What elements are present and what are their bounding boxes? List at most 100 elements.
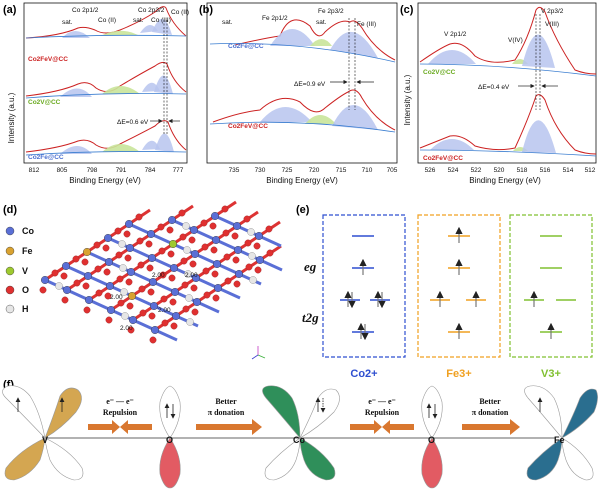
hydrogen-atom bbox=[186, 318, 194, 326]
metal-atom bbox=[213, 284, 222, 293]
oxygen-atom bbox=[105, 316, 113, 324]
metal-atom bbox=[148, 278, 157, 287]
oxygen-atom bbox=[93, 241, 101, 249]
lattice-bond bbox=[259, 258, 283, 272]
panel-label-d: (d) bbox=[3, 204, 17, 216]
legend-label-o: O bbox=[22, 285, 29, 295]
tick-b-3: 720 bbox=[309, 167, 320, 174]
crystal-structure bbox=[39, 200, 283, 344]
better-label-2: Better bbox=[479, 397, 501, 406]
metal-atom bbox=[41, 276, 50, 285]
oxygen-atom bbox=[103, 268, 111, 276]
oxygen-atom bbox=[224, 277, 232, 285]
spectrum-c-co2fev bbox=[419, 94, 597, 157]
metal-atom bbox=[170, 288, 179, 297]
legend-label-h: H bbox=[22, 304, 29, 314]
x-ticks-b: 735 730 725 720 715 710 705 bbox=[229, 167, 398, 174]
lattice-bond bbox=[196, 300, 220, 314]
donation-arrow-2 bbox=[462, 419, 520, 435]
lattice-bond bbox=[195, 276, 219, 290]
metal-atom bbox=[233, 245, 242, 254]
lattice-bond bbox=[151, 256, 175, 270]
metal-atom bbox=[169, 264, 178, 273]
oxygen-atom bbox=[166, 226, 174, 234]
peak-a-4: Co 2p3/2 bbox=[138, 7, 165, 14]
oxygen-atom bbox=[169, 298, 177, 306]
oxygen-atom bbox=[232, 256, 240, 264]
oxygen-atom bbox=[124, 254, 132, 262]
x-axis-label-a: Binding Energy (eV) bbox=[69, 176, 141, 185]
metal-atom bbox=[189, 225, 198, 234]
peak-b-0: sat. bbox=[222, 19, 233, 26]
metal-atom bbox=[127, 292, 136, 301]
panel-label-f: (f) bbox=[3, 379, 14, 391]
spectrum-c-co2v bbox=[419, 6, 597, 77]
node-o-1: O bbox=[166, 435, 173, 445]
peak-b-1: Fe 2p1/2 bbox=[262, 15, 288, 22]
lattice-bond bbox=[129, 246, 153, 260]
oxygen-atom bbox=[223, 253, 231, 261]
hydrogen-atom bbox=[249, 276, 257, 284]
oxygen-atom bbox=[138, 285, 146, 293]
oxygen-atom bbox=[114, 227, 122, 235]
oxygen-atom bbox=[146, 264, 154, 272]
hydrogen-atom bbox=[182, 222, 190, 230]
tick-b-2: 725 bbox=[282, 167, 293, 174]
oxygen-atom bbox=[148, 312, 156, 320]
peak-c-0: V 2p1/2 bbox=[444, 31, 467, 38]
peak-b-3: sat. bbox=[316, 19, 327, 26]
co-box bbox=[322, 214, 406, 358]
hydrogen-atom bbox=[120, 288, 128, 296]
peak-c-3: V(III) bbox=[545, 21, 559, 28]
legend-label-fe: Fe bbox=[22, 246, 33, 256]
donation-label-1: π donation bbox=[208, 408, 245, 417]
tick-a-3: 791 bbox=[116, 167, 127, 174]
sample-b-0: Co2Fe@CC bbox=[228, 43, 264, 50]
sample-a-1: Co2V@CC bbox=[28, 99, 61, 106]
oxygen-atom bbox=[136, 237, 144, 245]
hydrogen-atom bbox=[183, 246, 191, 254]
oxygen-atom bbox=[167, 250, 175, 258]
oxygen-atom bbox=[127, 326, 135, 334]
spectrum-b-co2fe bbox=[209, 19, 396, 63]
oxygen-atom bbox=[203, 291, 211, 299]
legend-dot-v bbox=[5, 266, 15, 276]
t2g-label: t2g bbox=[302, 310, 319, 325]
delta-label-c: ΔE=0.4 eV bbox=[478, 84, 510, 91]
oxygen-atom bbox=[180, 257, 188, 265]
tick-c-1: 524 bbox=[448, 167, 459, 174]
oxygen-atom bbox=[104, 292, 112, 300]
bond-label-1: 2.00 bbox=[185, 272, 198, 279]
oxygen-atom bbox=[181, 281, 189, 289]
o-p-orbital-2 bbox=[421, 385, 443, 489]
tick-c-6: 514 bbox=[563, 167, 574, 174]
ion-label-v: V3+ bbox=[541, 368, 561, 380]
lattice-bond bbox=[216, 262, 240, 276]
y-axis-label-a: Intensity (a.u.) bbox=[7, 92, 16, 143]
peak-c-2: V(IV) bbox=[508, 37, 523, 44]
oxygen-atom bbox=[126, 302, 134, 310]
legend-dot-h bbox=[5, 304, 15, 314]
peak-a-5: Co (III) bbox=[151, 17, 171, 24]
peak-c-1: V 2p3/2 bbox=[541, 8, 564, 15]
legend-dot-fe bbox=[5, 246, 15, 256]
plot-frame-a bbox=[23, 2, 188, 164]
lattice-bond bbox=[128, 222, 152, 236]
oxygen-atom bbox=[244, 239, 252, 247]
tick-b-0: 735 bbox=[229, 167, 240, 174]
x-axis-label-b: Binding Energy (eV) bbox=[266, 176, 338, 185]
metal-atom bbox=[103, 233, 112, 242]
oxygen-atom bbox=[170, 322, 178, 330]
node-o-2: O bbox=[428, 435, 435, 445]
v-d-orbital bbox=[2, 385, 84, 481]
oxygen-atom bbox=[145, 240, 153, 248]
oxygen-atom bbox=[178, 209, 186, 217]
y-axis-label-c: Intensity (a.u.) bbox=[403, 74, 412, 125]
tick-b-6: 705 bbox=[387, 167, 398, 174]
sample-c-1: Co2FeV@CC bbox=[423, 155, 463, 162]
oxygen-atom bbox=[254, 266, 262, 274]
fe-box bbox=[417, 214, 501, 358]
lattice-bond bbox=[130, 270, 154, 284]
tick-a-0: 812 bbox=[29, 167, 40, 174]
